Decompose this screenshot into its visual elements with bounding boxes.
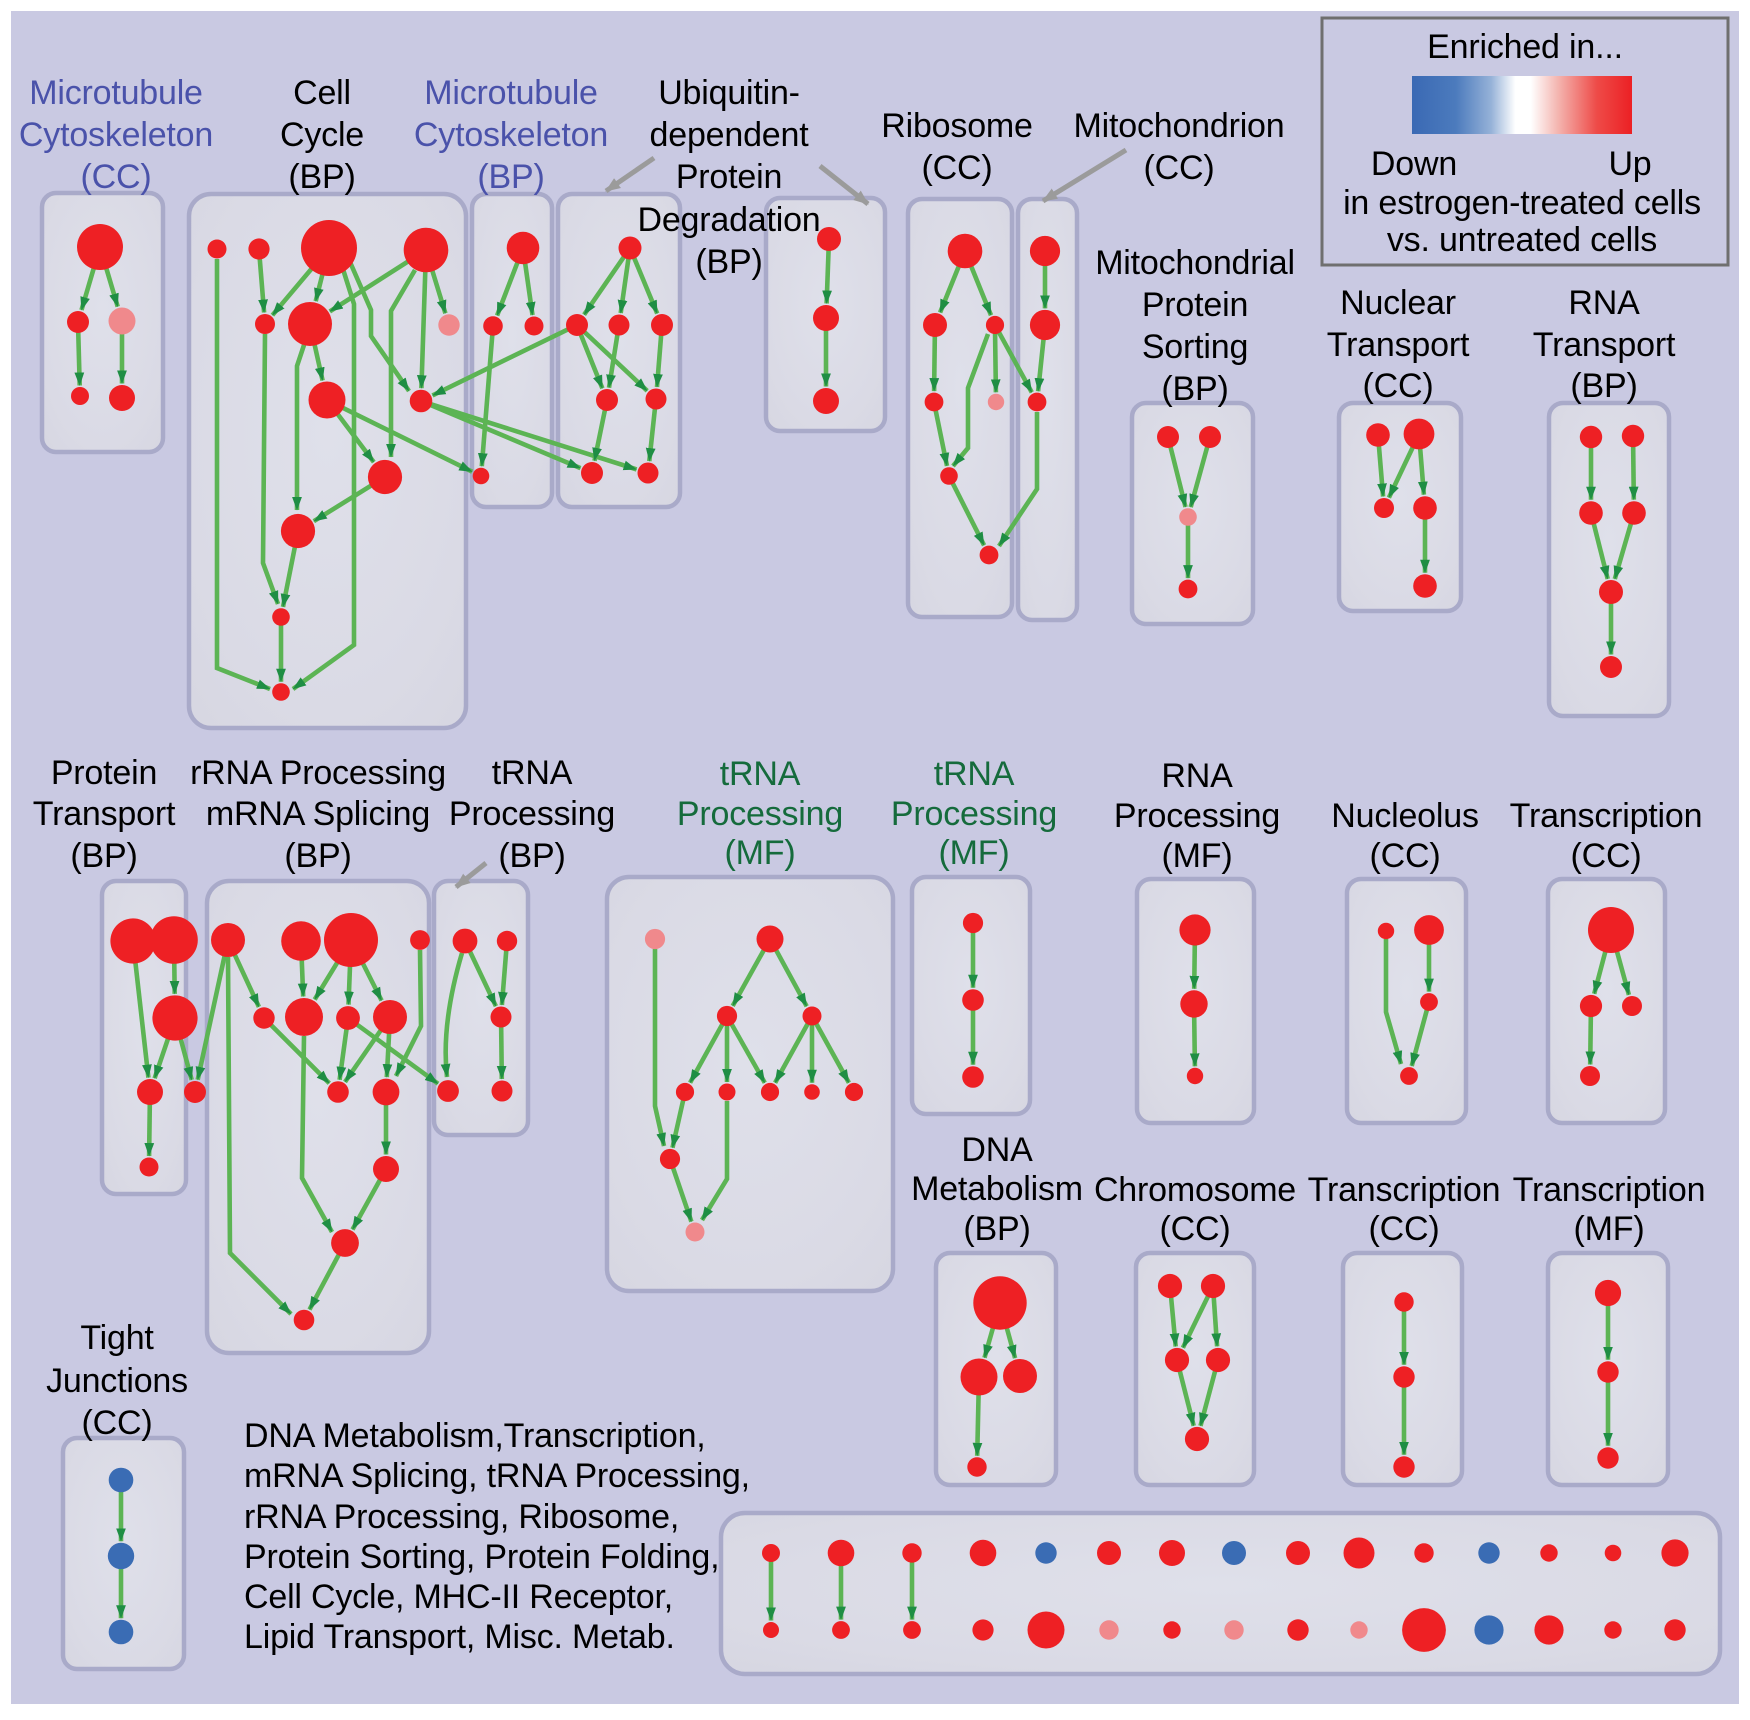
svg-text:(MF): (MF): [725, 834, 796, 872]
svg-text:rRNA Processing, Ribosome,: rRNA Processing, Ribosome,: [244, 1498, 679, 1536]
svg-text:mRNA Splicing: mRNA Splicing: [206, 795, 430, 833]
svg-text:(MF): (MF): [1162, 837, 1233, 875]
svg-text:tRNA: tRNA: [492, 754, 573, 792]
svg-text:(BP): (BP): [477, 158, 544, 196]
svg-text:dependent: dependent: [650, 116, 810, 154]
svg-text:Transport: Transport: [33, 795, 176, 833]
svg-text:(BP): (BP): [498, 837, 565, 875]
svg-text:Cell: Cell: [293, 74, 351, 112]
svg-text:(BP): (BP): [695, 243, 762, 281]
svg-text:vs. untreated cells: vs. untreated cells: [1387, 221, 1657, 259]
svg-text:Enriched in...: Enriched in...: [1427, 28, 1623, 66]
svg-text:DNA Metabolism,Transcription,: DNA Metabolism,Transcription,: [244, 1417, 706, 1455]
svg-text:(CC): (CC): [81, 158, 152, 196]
svg-text:Microtubule: Microtubule: [424, 74, 598, 112]
svg-text:(BP): (BP): [288, 158, 355, 196]
svg-text:tRNA: tRNA: [720, 755, 801, 793]
svg-text:Cell Cycle, MHC-II Receptor,: Cell Cycle, MHC-II Receptor,: [244, 1578, 673, 1616]
svg-text:(BP): (BP): [284, 837, 351, 875]
svg-text:DNA: DNA: [961, 1131, 1033, 1169]
svg-text:Ubiquitin-: Ubiquitin-: [658, 74, 800, 112]
svg-text:Protein Sorting, Protein Foldi: Protein Sorting, Protein Folding,: [244, 1538, 719, 1576]
svg-text:in estrogen-treated cells: in estrogen-treated cells: [1343, 184, 1701, 222]
svg-text:Protein: Protein: [1142, 286, 1248, 324]
svg-text:Ribosome: Ribosome: [881, 107, 1032, 145]
svg-text:tRNA: tRNA: [934, 755, 1015, 793]
svg-text:(BP): (BP): [70, 837, 137, 875]
svg-text:Metabolism: Metabolism: [911, 1170, 1083, 1208]
svg-text:(CC): (CC): [1369, 1210, 1440, 1248]
svg-text:Nucleolus: Nucleolus: [1331, 797, 1479, 835]
svg-text:Chromosome: Chromosome: [1094, 1171, 1296, 1209]
svg-text:(CC): (CC): [922, 149, 993, 187]
svg-text:Transcription: Transcription: [1513, 1171, 1706, 1209]
svg-text:(MF): (MF): [939, 834, 1010, 872]
svg-text:(CC): (CC): [1363, 367, 1434, 405]
svg-text:Down: Down: [1371, 145, 1457, 183]
svg-text:Lipid Transport, Misc. Metab.: Lipid Transport, Misc. Metab.: [244, 1618, 675, 1656]
svg-text:Sorting: Sorting: [1142, 328, 1248, 366]
svg-text:(CC): (CC): [1571, 837, 1642, 875]
svg-text:Mitochondrial: Mitochondrial: [1095, 244, 1295, 282]
svg-text:Protein: Protein: [51, 754, 157, 792]
svg-text:(BP): (BP): [1161, 370, 1228, 408]
svg-text:(CC): (CC): [82, 1404, 153, 1442]
svg-text:RNA: RNA: [1568, 284, 1640, 322]
svg-text:(CC): (CC): [1160, 1210, 1231, 1248]
svg-text:Microtubule: Microtubule: [29, 74, 203, 112]
svg-text:Processing: Processing: [449, 795, 615, 833]
svg-text:Cytoskeleton: Cytoskeleton: [414, 116, 608, 154]
svg-text:Junctions: Junctions: [46, 1362, 188, 1400]
svg-text:RNA: RNA: [1161, 757, 1233, 795]
svg-text:Processing: Processing: [677, 795, 843, 833]
svg-text:(BP): (BP): [1570, 367, 1637, 405]
svg-text:Transport: Transport: [1327, 326, 1470, 364]
svg-text:(MF): (MF): [1574, 1210, 1645, 1248]
svg-text:Transcription: Transcription: [1510, 797, 1703, 835]
svg-text:(CC): (CC): [1144, 149, 1215, 187]
svg-text:rRNA Processing: rRNA Processing: [190, 754, 446, 792]
svg-text:mRNA Splicing, tRNA Processing: mRNA Splicing, tRNA Processing,: [244, 1457, 750, 1495]
svg-text:Transport: Transport: [1533, 326, 1676, 364]
svg-text:Degradation: Degradation: [637, 201, 820, 239]
svg-text:Protein: Protein: [676, 158, 782, 196]
svg-text:Up: Up: [1608, 145, 1651, 183]
svg-text:(BP): (BP): [963, 1210, 1030, 1248]
svg-text:Tight: Tight: [80, 1319, 154, 1357]
svg-text:Transcription: Transcription: [1308, 1171, 1501, 1209]
svg-text:Cytoskeleton: Cytoskeleton: [19, 116, 213, 154]
svg-text:(CC): (CC): [1370, 837, 1441, 875]
svg-text:Processing: Processing: [1114, 797, 1280, 835]
svg-text:Mitochondrion: Mitochondrion: [1074, 107, 1285, 145]
svg-text:Nuclear: Nuclear: [1340, 284, 1456, 322]
svg-text:Processing: Processing: [891, 795, 1057, 833]
svg-text:Cycle: Cycle: [280, 116, 364, 154]
